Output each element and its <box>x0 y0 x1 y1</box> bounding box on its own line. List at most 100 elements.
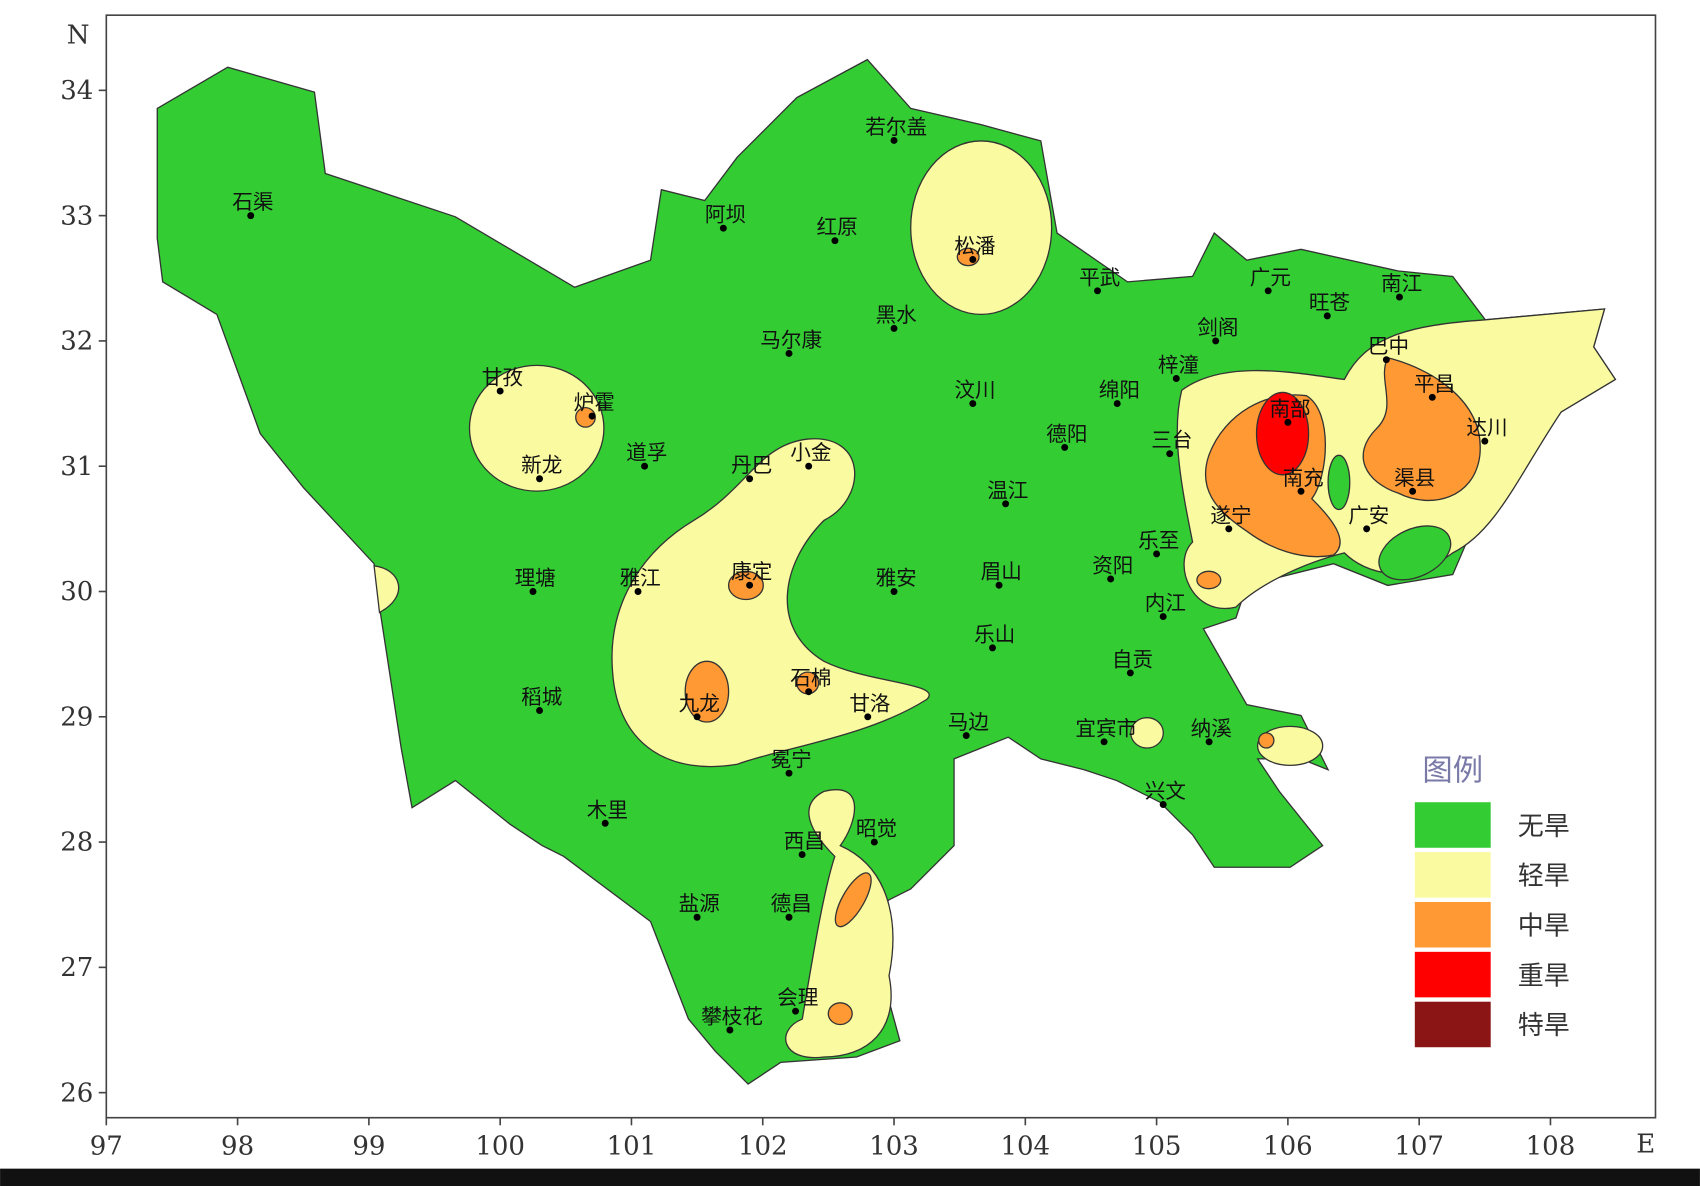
east-label: E <box>1636 1129 1655 1159</box>
station-label: 巴中 <box>1368 334 1409 358</box>
station-label: 木里 <box>587 798 628 822</box>
station-dot <box>969 400 977 408</box>
station-dot <box>785 349 793 357</box>
station-dot <box>1481 437 1489 445</box>
station-label: 宜宾市 <box>1075 716 1137 740</box>
x-tick-label: 108 <box>1526 1132 1576 1162</box>
x-tick-label: 105 <box>1132 1132 1182 1162</box>
station-label: 石棉 <box>790 666 831 690</box>
station-label: 广安 <box>1348 503 1389 527</box>
station-label: 甘洛 <box>849 691 891 715</box>
x-tick-label: 99 <box>352 1132 385 1162</box>
station-label: 纳溪 <box>1191 716 1232 740</box>
station-dot <box>831 237 839 245</box>
station-label: 丹巴 <box>731 453 772 477</box>
station-dot <box>588 412 596 420</box>
station-dot <box>1297 487 1305 495</box>
station-dot <box>890 136 898 144</box>
station-dot <box>529 588 537 595</box>
station-dot <box>1363 525 1371 533</box>
station-label: 平武 <box>1079 265 1120 289</box>
x-tick-label: 97 <box>90 1132 123 1162</box>
station-dot <box>719 224 727 232</box>
mild-area <box>1256 725 1324 767</box>
station-label: 乐至 <box>1138 528 1179 552</box>
map-frame <box>105 14 1657 1119</box>
y-tick-label: 29 <box>60 702 93 732</box>
station-label: 马尔康 <box>760 328 822 352</box>
station-label: 南江 <box>1381 272 1422 296</box>
station-label: 黑水 <box>876 303 918 327</box>
station-dot <box>1323 312 1331 320</box>
station-label: 自贡 <box>1112 647 1153 671</box>
station-label: 眉山 <box>981 560 1022 584</box>
station-dot <box>1428 393 1436 401</box>
station-dot <box>746 581 754 589</box>
station-dot <box>1409 487 1417 495</box>
north-label: N <box>67 20 90 50</box>
y-tick-label: 30 <box>60 577 93 607</box>
legend-swatch <box>1414 901 1491 948</box>
station-dot <box>792 1007 800 1015</box>
station-label: 若尔盖 <box>865 115 927 139</box>
station-dot <box>962 732 970 740</box>
station-label: 石渠 <box>232 190 273 214</box>
station-label: 攀枝花 <box>701 1004 763 1028</box>
station-label: 盐源 <box>679 892 720 916</box>
legend-swatch <box>1414 802 1491 848</box>
station-dot <box>247 212 255 220</box>
station-dot <box>746 475 754 483</box>
mild-area <box>910 140 1053 316</box>
station-label: 道孚 <box>626 441 667 465</box>
station-label: 甘孜 <box>482 366 523 390</box>
station-dot <box>641 462 649 470</box>
station-dot <box>1061 443 1069 451</box>
station-label: 昭觉 <box>856 817 897 841</box>
station-dot <box>1172 375 1180 382</box>
station-label: 资阳 <box>1092 553 1133 577</box>
station-dot <box>1225 525 1233 533</box>
station-dot <box>1264 287 1272 295</box>
x-tick-label: 104 <box>1000 1132 1050 1162</box>
station-label: 遂宁 <box>1210 503 1251 527</box>
station-label: 西昌 <box>784 829 825 853</box>
station-label: 广元 <box>1250 265 1291 289</box>
station-label: 小金 <box>790 441 831 465</box>
moderate-area <box>684 660 730 723</box>
station-label: 康定 <box>731 560 772 584</box>
station-dot <box>969 256 977 263</box>
y-tick-label: 32 <box>60 327 93 357</box>
station-dot <box>1205 738 1213 746</box>
legend-swatch <box>1414 1001 1491 1048</box>
legend-label: 特旱 <box>1518 1011 1570 1041</box>
station-label: 三台 <box>1151 428 1192 452</box>
station-label: 乐山 <box>974 622 1015 646</box>
station-label: 松潘 <box>954 234 995 258</box>
station-dot <box>1113 400 1121 408</box>
y-tick-label: 26 <box>60 1078 93 1108</box>
station-dot <box>1166 450 1174 458</box>
station-dot <box>805 688 813 696</box>
legend-label: 轻旱 <box>1518 862 1570 892</box>
station-label: 汶川 <box>954 378 995 402</box>
x-tick-label: 103 <box>869 1132 919 1162</box>
y-tick-label: 31 <box>60 452 93 482</box>
station-dot <box>989 644 996 652</box>
station-label: 新龙 <box>521 453 562 477</box>
station-dot <box>1107 575 1115 583</box>
station-dot <box>890 588 898 595</box>
station-label: 德阳 <box>1046 422 1087 446</box>
y-tick-label: 27 <box>60 953 93 983</box>
mild-area <box>468 364 605 492</box>
station-dot <box>693 713 701 721</box>
no-drought-area <box>1378 525 1452 581</box>
station-dot <box>1002 500 1010 508</box>
station-label: 红原 <box>817 215 858 239</box>
map-regions <box>156 58 1617 1085</box>
mild-area <box>1130 717 1164 749</box>
station-dot <box>1382 356 1390 364</box>
station-label: 马边 <box>948 710 990 734</box>
station-dot <box>1284 418 1292 426</box>
station-dot <box>864 713 872 721</box>
x-tick-label: 101 <box>607 1132 657 1162</box>
